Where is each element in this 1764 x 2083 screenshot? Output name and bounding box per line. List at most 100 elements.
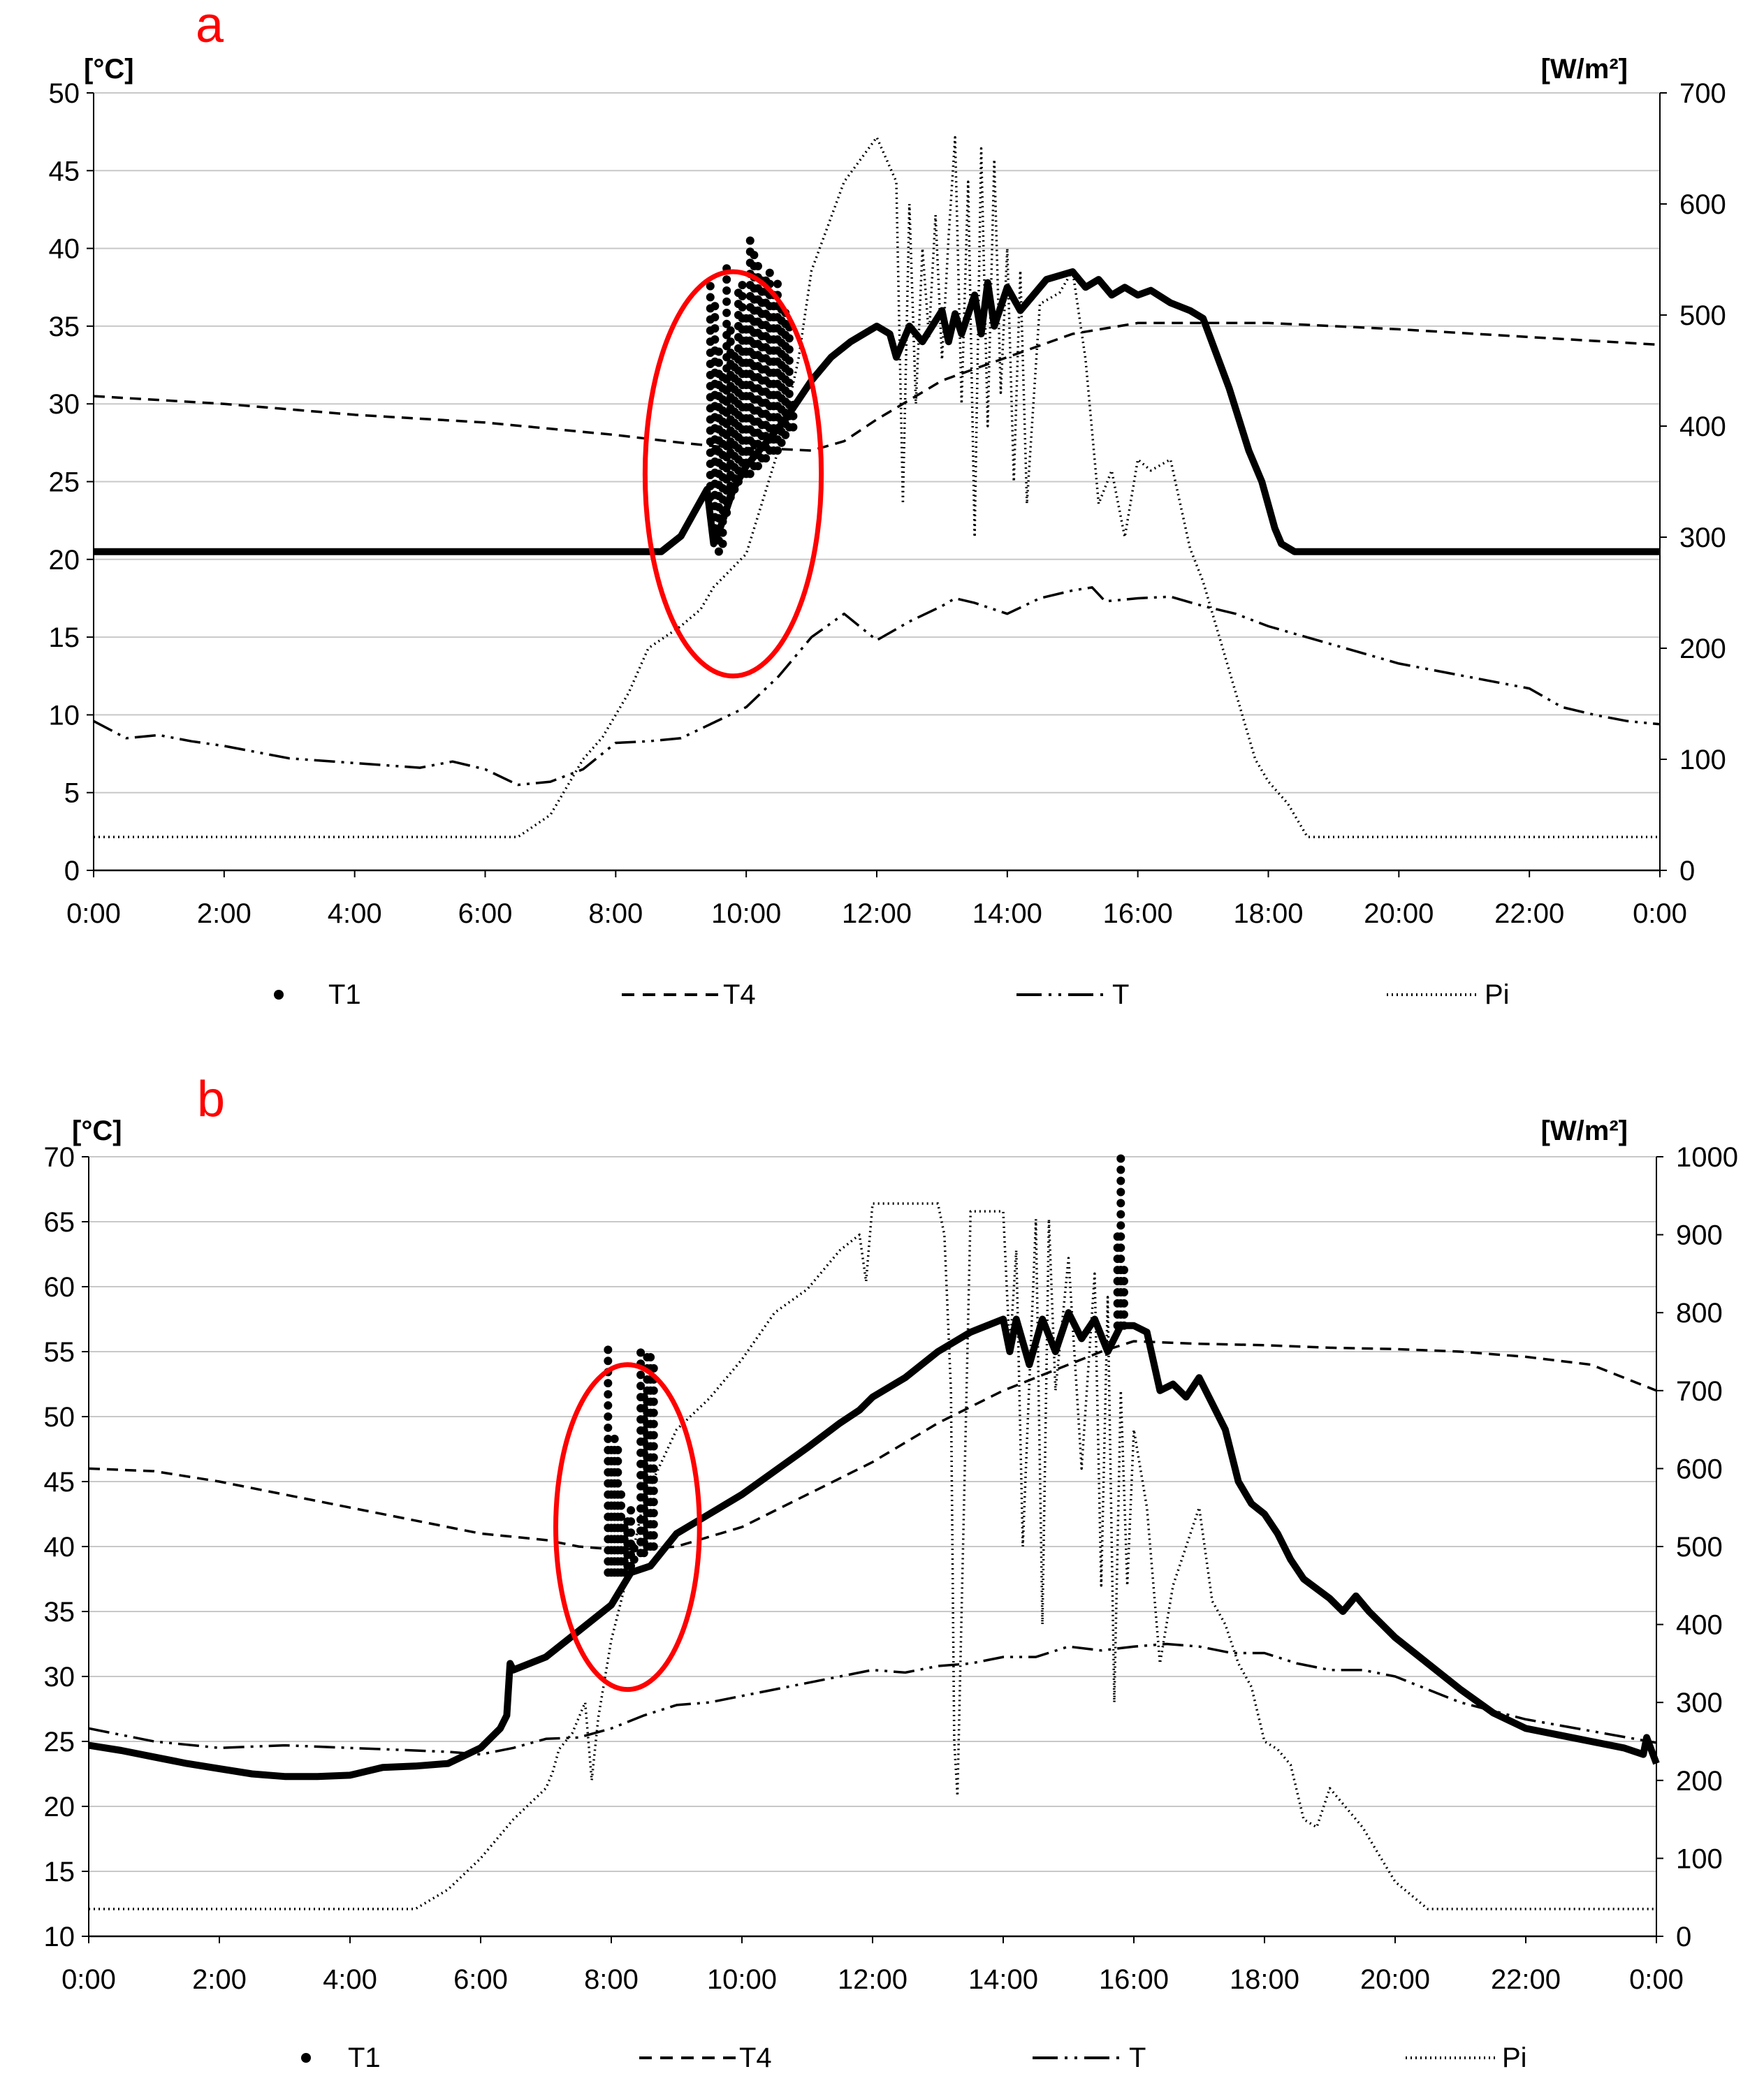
panel-letter-a: a	[196, 0, 224, 53]
series-t1-point	[627, 1528, 636, 1537]
series-t1-point	[604, 1379, 613, 1388]
series-t1-point	[613, 1445, 622, 1454]
series-t1-point	[785, 378, 794, 387]
series-t1-point	[649, 1498, 658, 1507]
series-t1-point	[1119, 1299, 1128, 1308]
legend-a-t4-label: T4	[723, 979, 756, 1010]
series-t1-point	[710, 302, 720, 311]
y-left-tick-label-b: 55	[44, 1337, 75, 1368]
series-t1-point	[722, 319, 731, 328]
series-t1-point	[714, 547, 723, 556]
y-right-tick-label-a: 200	[1679, 634, 1726, 664]
series-t1-point	[649, 1419, 658, 1428]
series-t-a	[93, 586, 1661, 787]
y-left-tick-label-b: 20	[44, 1792, 75, 1822]
series-t1-point	[753, 262, 762, 271]
series-t1-point	[1116, 1154, 1125, 1163]
y-right-tick-label-a: 100	[1679, 745, 1726, 775]
series-t1-point	[785, 334, 794, 343]
series-t1-point	[649, 1386, 658, 1395]
series-t1-point	[1119, 1277, 1128, 1286]
series-pi-a	[94, 136, 1660, 839]
legend-b: T1 T4 T Pi	[301, 2042, 1527, 2073]
series-t1-point	[718, 517, 727, 526]
series-t1-point	[617, 1501, 626, 1510]
y-left-tick-label-a: 25	[49, 467, 80, 498]
series-t1-point	[1119, 1287, 1128, 1296]
series-t1-point	[722, 308, 731, 317]
series-t1-point	[610, 1434, 619, 1443]
y-left-tick-label-b: 65	[44, 1207, 75, 1238]
series-t1-point	[604, 1434, 613, 1443]
series-t1-point	[781, 430, 790, 439]
y-right-tick-label-b: 500	[1676, 1532, 1723, 1563]
series-t1-point	[627, 1506, 636, 1515]
y-left-tick-label-b: 60	[44, 1272, 75, 1303]
legend-b-t1-marker	[301, 2053, 311, 2063]
y-right-tick-label-b: 600	[1676, 1454, 1723, 1484]
series-t1-point	[745, 469, 755, 478]
y-left-tick-label-a: 20	[49, 545, 80, 576]
series-t-bold-b	[88, 1309, 1660, 1781]
series-t1-point	[636, 1382, 646, 1391]
series-t1-point	[613, 1468, 622, 1477]
series-t1-point	[1116, 1199, 1125, 1208]
y-left-tick-label-a: 15	[49, 622, 80, 653]
series-t1-point	[777, 438, 786, 447]
y-left-tick-label-a: 45	[49, 156, 80, 187]
series-t1-point	[789, 400, 798, 409]
series-t1-point	[1116, 1255, 1125, 1264]
x-tick-label-a: 2:00	[197, 898, 252, 929]
x-tick-label-a: 8:00	[588, 898, 643, 929]
series-t1-point	[1119, 1266, 1128, 1275]
x-tick-label-a: 16:00	[1103, 898, 1173, 929]
y-left-tick-label-b: 25	[44, 1727, 75, 1757]
series-t1-point	[718, 528, 727, 537]
legend-a-t-label: T	[1112, 979, 1129, 1010]
series-t1-point	[714, 358, 723, 367]
series-t1-point	[789, 423, 798, 432]
series-t1-point	[649, 1475, 658, 1484]
x-tick-label-a: 18:00	[1233, 898, 1303, 929]
series-t1-point	[726, 326, 735, 335]
series-t1-point	[773, 279, 782, 288]
y-right-tick-label-b: 300	[1676, 1688, 1723, 1718]
series-t1-point	[785, 345, 794, 354]
y-left-tick-label-a: 10	[49, 700, 80, 731]
y-right-tick-label-a: 0	[1679, 856, 1695, 886]
series-t1-point	[627, 1517, 636, 1526]
x-tick-label-b: 22:00	[1491, 1964, 1561, 1995]
series-t1-point	[649, 1486, 658, 1496]
series-t1-point	[722, 286, 731, 295]
series-t1-point	[1116, 1221, 1125, 1230]
y-left-tick-label-b: 45	[44, 1467, 75, 1498]
x-tick-label-b: 8:00	[584, 1964, 639, 1995]
series-t1-point	[649, 1364, 658, 1373]
series-t1-point	[745, 236, 755, 245]
series-t1-point	[738, 281, 747, 290]
series-t1-point	[1119, 1310, 1128, 1319]
series-t1-point	[649, 1531, 658, 1540]
left-unit-label-b: [°C]	[72, 1116, 122, 1146]
y-left-tick-label-b: 40	[44, 1532, 75, 1563]
series-t1-point	[604, 1357, 613, 1366]
chart-panel-b: 1015202530354045505560657001002003004005…	[44, 1142, 1738, 1995]
series-t1-point	[785, 367, 794, 377]
x-tick-label-a: 0:00	[1633, 898, 1687, 929]
series-t1-point	[636, 1348, 646, 1357]
y-right-tick-label-b: 400	[1676, 1610, 1723, 1641]
series-t1-point	[773, 446, 782, 455]
series-t1-point	[738, 302, 747, 312]
chart-panel-a: 0510152025303540455001002003004005006007…	[49, 78, 1726, 929]
legend-a: T1 T4 T Pi	[274, 979, 1510, 1010]
series-t1-point	[604, 1401, 613, 1410]
series-t1-point	[706, 282, 715, 291]
y-right-tick-label-a: 500	[1679, 300, 1726, 331]
x-tick-label-b: 2:00	[192, 1964, 247, 1995]
series-t4-b	[88, 1340, 1657, 1551]
y-left-tick-label-a: 50	[49, 78, 80, 109]
series-t1-point	[649, 1464, 658, 1473]
y-right-tick-label-b: 800	[1676, 1298, 1723, 1329]
series-t1-point	[649, 1408, 658, 1417]
